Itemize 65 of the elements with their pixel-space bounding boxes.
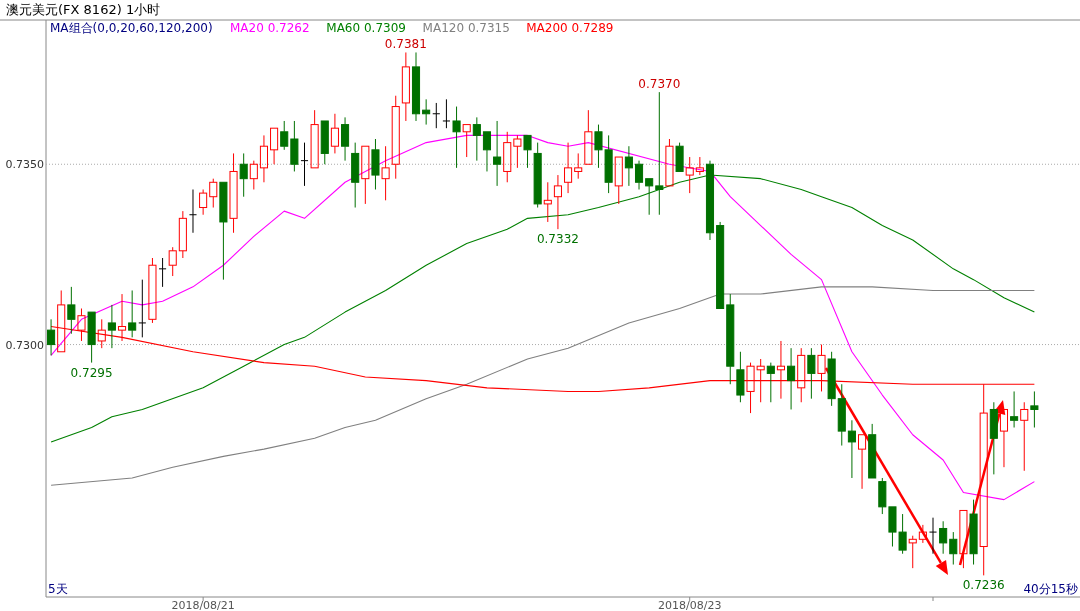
candlestick: [989, 401, 998, 475]
candlestick: [553, 174, 562, 230]
candlestick: [493, 120, 502, 187]
candlestick: [807, 347, 816, 400]
candlestick: [259, 134, 268, 183]
annotation: 0.7236: [962, 578, 1005, 593]
annotation: 0.7381: [384, 37, 427, 52]
annotation: 40分15秒: [1023, 582, 1078, 596]
candlestick: [847, 419, 856, 479]
candlestick: [918, 524, 927, 544]
candlestick: [837, 383, 846, 447]
candlestick: [158, 257, 167, 288]
line-series: [50, 134, 1035, 501]
candlestick: [178, 210, 187, 259]
annotation: 0.7332: [536, 232, 579, 247]
candlestick: [138, 279, 147, 338]
candlestick: [188, 188, 198, 234]
candlestick: [351, 142, 360, 209]
candlestick: [199, 188, 208, 216]
candlestick: [574, 152, 583, 180]
candlestick: [107, 304, 116, 349]
candlestick: [564, 142, 573, 194]
candlestick: [411, 51, 421, 122]
x-tick-label: 2018/08/21: [171, 599, 235, 611]
candlestick: [1030, 390, 1039, 429]
candlestick: [67, 286, 76, 335]
annotation: 0.7295: [70, 365, 113, 380]
candlestick: [401, 51, 410, 122]
chart-title: 澳元美元(FX 8162) 1小时: [6, 2, 161, 17]
y-tick-label: 0.7300: [5, 338, 44, 352]
candlestick: [624, 145, 633, 187]
candlestick: [229, 152, 238, 234]
candlestick: [47, 318, 56, 356]
candlestick: [655, 91, 664, 216]
candlestick: [381, 145, 390, 201]
candlestick: [939, 520, 948, 555]
line-series: [50, 174, 1035, 443]
candlestick: [726, 293, 735, 385]
candlestick: [371, 138, 380, 190]
candlestick: [472, 116, 481, 162]
candlestick: [1020, 401, 1029, 472]
x-tick-label: 2018/08/23: [658, 599, 722, 611]
candlestick: [543, 181, 552, 223]
candlestick: [685, 156, 694, 194]
candlestick: [634, 160, 644, 190]
candlestick: [300, 142, 309, 187]
line-series: [50, 286, 1035, 486]
candlestick: [705, 160, 715, 241]
candlestick: [695, 156, 704, 176]
candlestick: [341, 116, 350, 162]
candlestick: [928, 517, 938, 555]
candlestick: [969, 499, 978, 566]
candlestick: [503, 131, 512, 183]
candlestick: [452, 106, 461, 169]
candlestick: [949, 531, 958, 566]
candlestick: [432, 102, 441, 129]
candlestick: [391, 95, 400, 180]
legend: MA组合(0,0,20,60,120,200) MA20 0.7262 MA60 0.7309 MA120 0.7315 MA200 0.7289: [50, 21, 614, 35]
y-tick-label: 0.7350: [5, 158, 44, 172]
annotation: 0.7370: [638, 77, 681, 92]
candlestick: [239, 152, 248, 198]
candlestick: [330, 113, 339, 154]
annotation: 5天: [48, 582, 68, 596]
candlestick: [787, 347, 796, 410]
candlestick: [1010, 390, 1019, 429]
